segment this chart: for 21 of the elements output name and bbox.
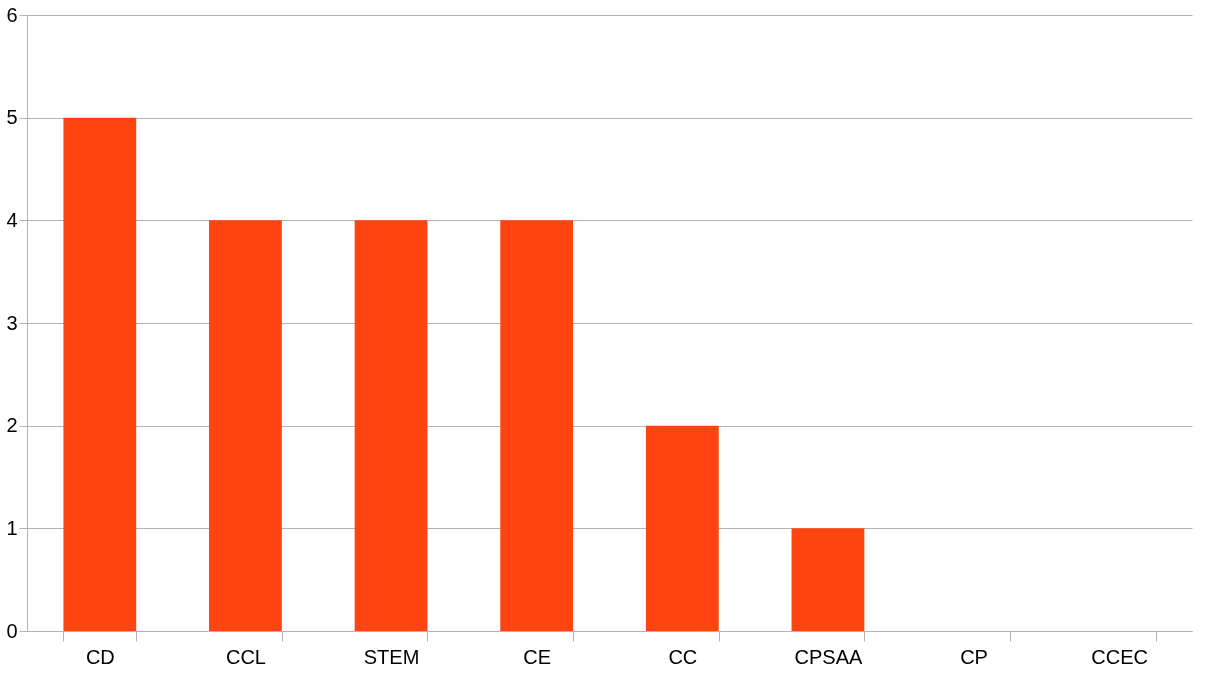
x-tick-label: CPSAA <box>794 645 863 668</box>
bar <box>645 425 719 631</box>
x-tick-label: CCL <box>225 645 266 668</box>
bar <box>63 117 137 631</box>
y-tick-label: 6 <box>6 3 18 26</box>
y-tick-label: 1 <box>6 516 18 539</box>
y-tick-label: 4 <box>6 208 18 231</box>
bar <box>354 220 428 631</box>
x-tick-label: CE <box>523 645 552 668</box>
bar <box>500 220 574 631</box>
y-tick-label: 0 <box>6 619 18 642</box>
x-tick-label: CP <box>960 645 988 668</box>
x-tick-label: CC <box>668 645 698 668</box>
y-tick-label: 5 <box>6 106 18 129</box>
x-tick-label: CCEC <box>1091 645 1149 668</box>
x-tick-label: STEM <box>363 645 420 668</box>
bar <box>791 528 865 631</box>
bar <box>209 220 282 631</box>
y-tick-label: 3 <box>6 311 18 334</box>
y-tick-label: 2 <box>6 414 18 437</box>
x-tick-label: CD <box>85 645 115 668</box>
